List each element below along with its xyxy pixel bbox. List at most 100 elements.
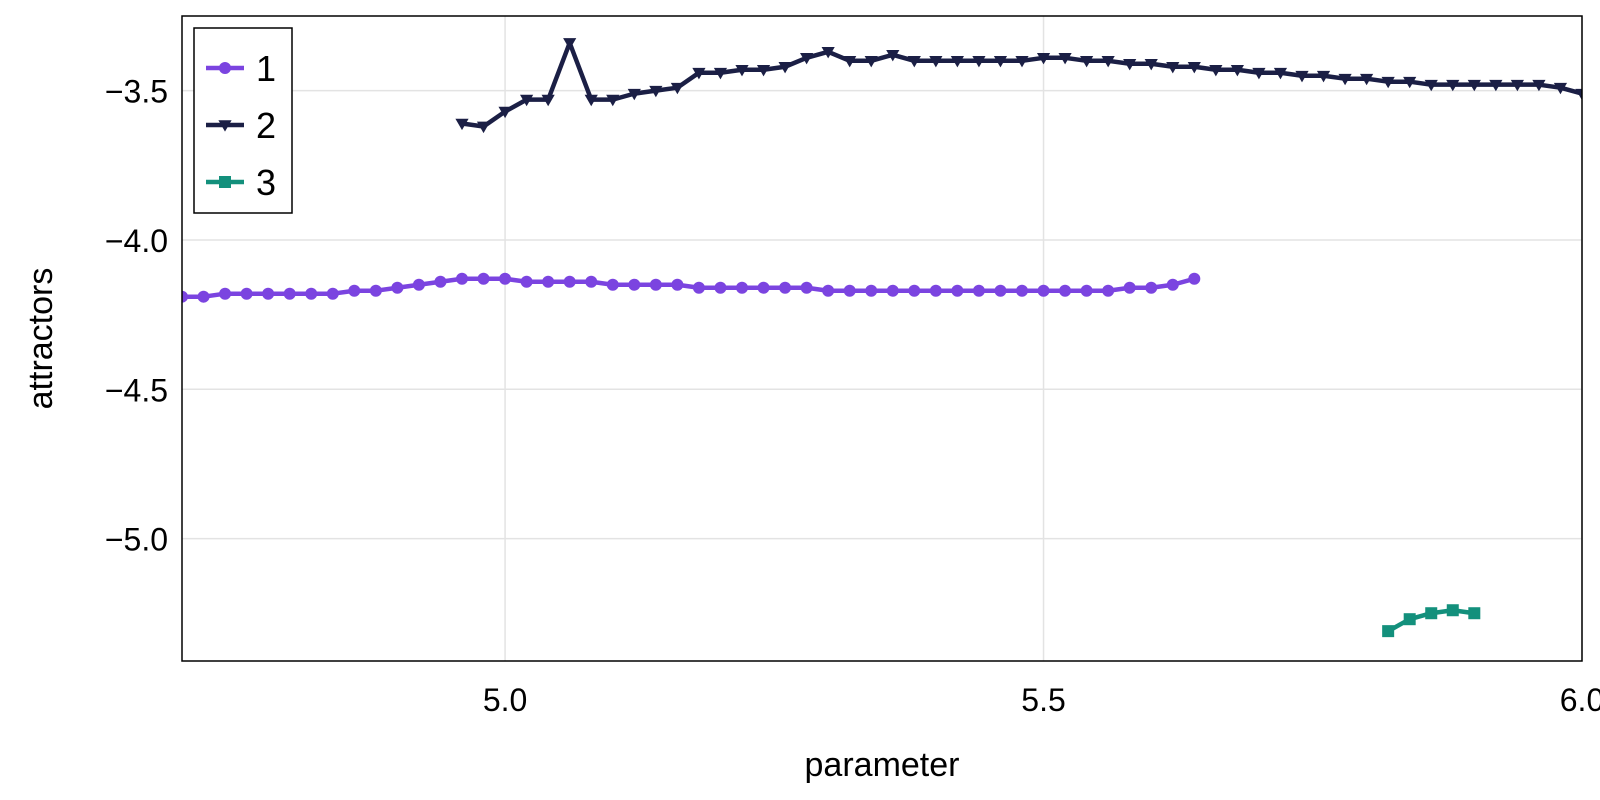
data-point	[822, 284, 835, 297]
data-point	[434, 275, 447, 288]
grid-lines	[182, 16, 1583, 661]
data-point	[1102, 284, 1115, 297]
data-point	[1209, 64, 1223, 77]
data-point	[1338, 73, 1352, 86]
data-point	[1403, 613, 1416, 626]
data-point	[563, 38, 577, 50]
data-point	[843, 284, 856, 297]
data-point	[476, 121, 491, 134]
data-point	[649, 278, 662, 291]
data-point	[1059, 284, 1072, 297]
data-point	[1166, 61, 1180, 74]
data-point	[584, 94, 598, 107]
x-axis: 5.0 5.5 6.0	[483, 682, 1600, 718]
data-point	[1510, 79, 1524, 92]
data-point	[1468, 607, 1481, 620]
legend-swatch-marker	[219, 62, 231, 74]
data-point	[1123, 58, 1137, 71]
y-axis-title: attractors	[22, 268, 60, 410]
data-point	[1467, 79, 1481, 92]
series-1	[182, 272, 1201, 303]
data-point	[1058, 53, 1072, 65]
legend-swatch-marker	[218, 120, 232, 132]
series-line	[461, 40, 1582, 129]
data-point	[886, 284, 899, 297]
x-tick-label: 5.5	[1021, 682, 1065, 718]
data-point	[326, 287, 339, 300]
data-point	[606, 94, 620, 107]
data-point	[779, 281, 792, 294]
y-tick-label: −4.5	[105, 372, 168, 408]
data-point	[908, 284, 921, 297]
data-point	[692, 281, 705, 294]
x-tick-label: 6.0	[1560, 682, 1600, 718]
data-point	[1080, 284, 1093, 297]
y-tick-label: −4.0	[105, 223, 168, 259]
data-point	[1425, 607, 1438, 620]
data-point	[1553, 82, 1568, 95]
data-point	[1101, 55, 1115, 68]
data-point	[1446, 79, 1460, 92]
data-point	[800, 281, 813, 294]
data-point	[1446, 604, 1459, 617]
data-point	[1123, 281, 1136, 294]
data-point	[757, 281, 770, 294]
data-point	[628, 278, 641, 291]
legend-label: 3	[256, 162, 276, 203]
data-point	[456, 272, 468, 285]
legend-swatch-marker	[219, 176, 231, 188]
data-point	[369, 284, 382, 297]
legend: 1 2 3	[193, 27, 293, 214]
data-point	[649, 85, 663, 98]
data-point	[305, 287, 318, 300]
data-point	[972, 55, 986, 68]
data-point	[1166, 278, 1179, 291]
data-point	[499, 272, 512, 285]
series-layer	[182, 38, 1582, 638]
data-point	[1188, 272, 1201, 285]
x-tick-label: 5.0	[483, 682, 527, 718]
y-tick-label: −3.5	[105, 74, 168, 110]
data-point	[606, 278, 619, 291]
data-point	[1489, 79, 1503, 92]
data-point	[412, 278, 425, 291]
data-point	[1145, 281, 1158, 294]
data-point	[542, 275, 555, 288]
data-point	[455, 118, 469, 131]
data-point	[736, 281, 748, 294]
data-point	[1532, 79, 1546, 92]
data-point	[197, 290, 210, 303]
data-point	[1080, 55, 1094, 68]
data-point	[498, 106, 512, 119]
data-point	[1037, 284, 1050, 297]
y-tick-label: −5.0	[105, 522, 168, 558]
data-point	[886, 50, 900, 62]
data-point	[391, 281, 404, 294]
data-point	[1403, 76, 1417, 89]
data-point	[864, 55, 878, 68]
data-point	[182, 290, 188, 303]
data-point	[219, 287, 232, 300]
legend-item: 3	[206, 162, 276, 203]
legend-label: 2	[256, 105, 276, 146]
data-point	[520, 94, 534, 107]
data-point	[520, 275, 533, 288]
data-point	[541, 94, 555, 107]
data-point	[735, 64, 749, 77]
data-point	[1036, 53, 1051, 65]
data-point	[929, 55, 943, 68]
data-point	[1273, 67, 1288, 80]
data-point	[1252, 67, 1266, 80]
data-point	[756, 64, 771, 77]
data-point	[692, 67, 706, 80]
data-point	[1230, 64, 1244, 77]
data-point	[972, 284, 985, 297]
data-point	[1382, 625, 1395, 638]
data-point	[1360, 73, 1374, 86]
data-point	[262, 287, 275, 300]
data-point	[1575, 88, 1582, 101]
data-point	[348, 284, 361, 297]
data-point	[950, 55, 964, 68]
data-point	[477, 272, 490, 285]
